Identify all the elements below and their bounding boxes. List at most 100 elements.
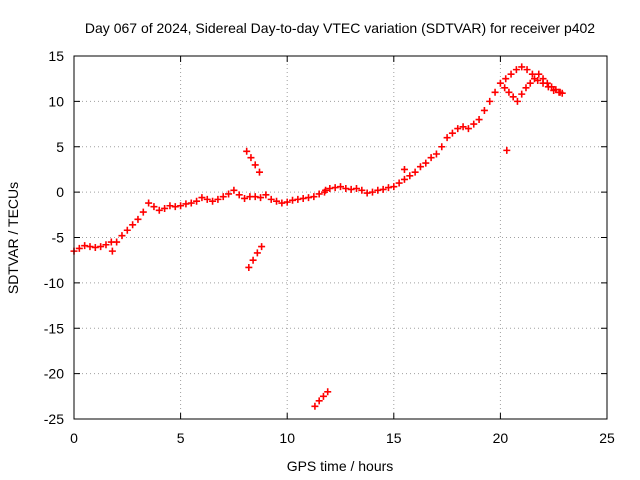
data-point: [513, 97, 521, 105]
data-point: [245, 263, 253, 271]
series-segment-b: [245, 243, 266, 271]
data-point: [342, 184, 350, 192]
x-tick-label: 0: [70, 430, 78, 446]
data-point: [310, 193, 318, 201]
data-point: [251, 161, 259, 169]
data-point: [187, 199, 195, 207]
grid: [74, 56, 607, 419]
data-point: [556, 88, 564, 96]
data-point: [255, 168, 263, 176]
data-point: [230, 186, 238, 194]
data-point: [273, 197, 281, 205]
data-point: [253, 249, 261, 257]
data-point: [379, 185, 387, 193]
data-point: [75, 244, 83, 252]
data-point: [299, 194, 307, 202]
data-point: [416, 163, 424, 171]
data-point: [331, 184, 339, 192]
data-point: [113, 238, 121, 246]
data-point: [512, 66, 520, 74]
data-point: [543, 79, 551, 87]
data-point: [526, 79, 534, 87]
data-point: [400, 175, 408, 183]
data-point: [235, 191, 243, 199]
data-point: [470, 120, 478, 128]
data-point: [161, 204, 169, 212]
data-point: [177, 202, 185, 210]
data-point: [528, 70, 536, 78]
data-point: [352, 184, 360, 192]
data-point: [258, 243, 266, 251]
data-point: [150, 203, 158, 211]
data-point: [278, 199, 286, 207]
data-point: [247, 154, 255, 162]
data-point: [505, 88, 513, 96]
data-point: [198, 194, 206, 202]
data-point: [475, 116, 483, 124]
series-upper-branch: [501, 70, 564, 105]
data-point: [496, 79, 504, 87]
data-point: [219, 193, 227, 201]
data-point: [283, 198, 291, 206]
data-point: [155, 206, 163, 214]
data-point: [182, 200, 190, 208]
data-point: [145, 199, 153, 207]
data-point: [374, 186, 382, 194]
data-point: [507, 70, 515, 78]
data-point: [518, 90, 526, 98]
data-point: [438, 143, 446, 151]
data-point: [491, 88, 499, 96]
data-point: [422, 159, 430, 167]
data-point: [134, 215, 142, 223]
data-point: [139, 208, 147, 216]
data-point: [486, 97, 494, 105]
y-tick-label: -10: [44, 275, 64, 291]
data-point: [322, 186, 330, 194]
data-point: [509, 93, 517, 101]
data-point: [241, 194, 249, 202]
data-point: [363, 189, 371, 197]
data-point: [400, 165, 408, 173]
data-point: [411, 168, 419, 176]
data-point: [480, 106, 488, 114]
chart-title: Day 067 of 2024, Sidereal Day-to-day VTE…: [85, 20, 595, 36]
data-point: [337, 183, 344, 191]
data-point: [91, 243, 99, 251]
data-point: [267, 195, 275, 203]
data-point: [81, 242, 89, 250]
y-tick-label: -20: [44, 366, 64, 382]
data-point: [448, 129, 456, 137]
data-point: [311, 402, 319, 410]
data-point: [406, 172, 414, 180]
data-point: [347, 185, 355, 193]
data-point: [102, 241, 110, 249]
data-point: [503, 146, 511, 154]
data-point: [108, 247, 116, 255]
data-points: [70, 63, 566, 410]
data-point: [193, 197, 201, 205]
data-point: [315, 397, 323, 405]
data-point: [118, 232, 126, 240]
axis-ticks: 0 5 10 15 20 25 -25 -20 -15 -10 -5 0 5 10 15: [44, 48, 615, 446]
data-point: [443, 134, 451, 142]
x-tick-label: 10: [279, 430, 295, 446]
data-point: [326, 184, 334, 192]
data-point: [305, 194, 313, 202]
data-point: [225, 190, 233, 198]
x-tick-label: 5: [177, 430, 185, 446]
data-point: [368, 188, 376, 196]
data-point: [395, 179, 403, 187]
y-tick-label: 10: [48, 93, 64, 109]
x-tick-label: 25: [599, 430, 615, 446]
data-point: [464, 125, 472, 133]
y-tick-label: -25: [44, 411, 64, 427]
series-main-trend: [70, 63, 566, 255]
data-point: [123, 226, 131, 234]
data-point: [390, 183, 398, 191]
data-point: [384, 184, 392, 192]
data-point: [243, 147, 251, 155]
data-point: [459, 123, 467, 131]
data-point: [289, 196, 297, 204]
y-tick-label: -5: [52, 230, 65, 246]
